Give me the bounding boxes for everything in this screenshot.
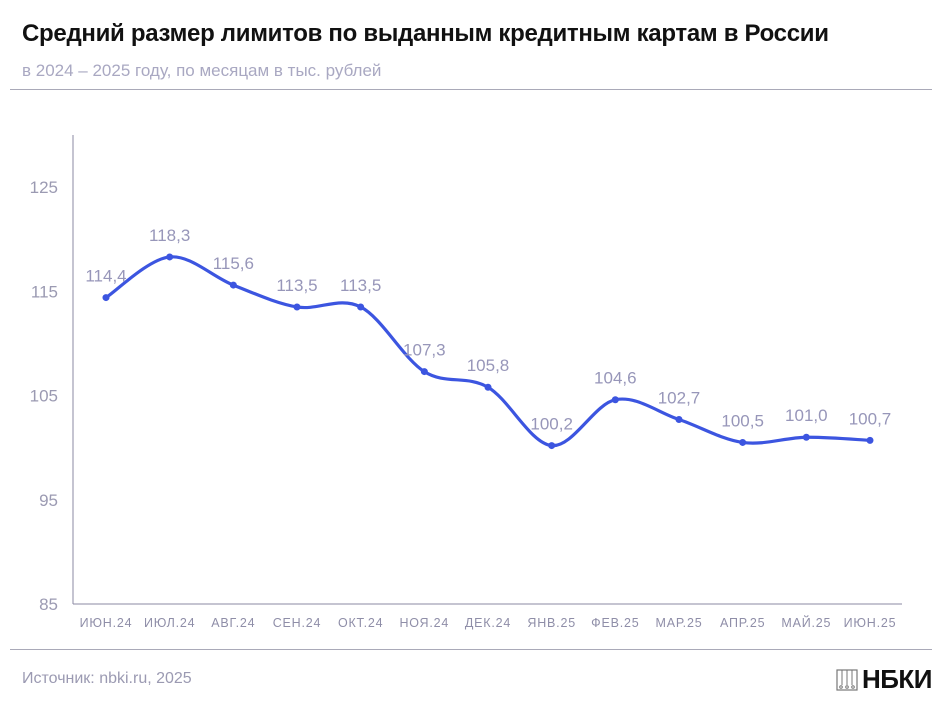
- data-label: 100,7: [849, 409, 892, 428]
- data-point: [229, 281, 237, 289]
- data-label: 107,3: [403, 341, 446, 360]
- data-point: [357, 303, 365, 311]
- y-tick-label: 125: [30, 178, 58, 197]
- data-label: 100,2: [530, 415, 573, 434]
- chart-title: Средний размер лимитов по выданным креди…: [22, 20, 829, 47]
- data-point: [166, 253, 174, 261]
- nbki-logo-text: НБКИ: [861, 664, 933, 694]
- x-tick-label: МАЙ.25: [781, 615, 831, 630]
- x-tick-label: СЕН.24: [273, 616, 322, 630]
- chart-subtitle: в 2024 – 2025 году, по месяцам в тыс. ру…: [22, 61, 382, 80]
- x-tick-label: МАР.25: [656, 616, 703, 630]
- x-tick-label: ЯНВ.25: [527, 616, 576, 630]
- data-label: 113,5: [276, 276, 317, 295]
- data-label: 105,8: [467, 356, 510, 375]
- data-label: 114,4: [85, 267, 126, 286]
- data-point: [484, 383, 492, 391]
- x-tick-label: ИЮН.24: [80, 616, 133, 630]
- x-tick-label: ФЕВ.25: [591, 616, 639, 630]
- y-tick-label: 85: [39, 595, 58, 614]
- data-point: [548, 442, 556, 450]
- x-tick-label: ОКТ.24: [338, 616, 383, 630]
- data-label: 102,7: [658, 389, 701, 408]
- x-tick-label: ИЮН.25: [844, 616, 897, 630]
- nbki-logo-icon: [836, 668, 858, 691]
- data-point: [739, 438, 747, 446]
- data-label: 115,6: [213, 254, 254, 273]
- data-label: 104,6: [594, 369, 637, 388]
- data-point: [102, 294, 110, 302]
- data-point: [611, 396, 619, 404]
- data-label: 113,5: [340, 276, 381, 295]
- x-tick-label: АПР.25: [720, 616, 765, 630]
- data-point: [802, 433, 810, 441]
- data-point: [420, 368, 428, 376]
- data-point: [293, 303, 301, 311]
- nbki-logo: НБКИ: [836, 664, 933, 695]
- data-label: 100,5: [721, 411, 764, 430]
- x-tick-label: НОЯ.24: [399, 616, 449, 630]
- data-point: [675, 416, 683, 424]
- source-text: Источник: nbki.ru, 2025: [22, 670, 192, 687]
- x-tick-label: ДЕК.24: [465, 616, 511, 630]
- data-label: 101,0: [785, 406, 828, 425]
- header-divider: [10, 89, 932, 90]
- footer-divider: [10, 649, 932, 650]
- data-label: 118,3: [149, 226, 190, 245]
- y-tick-label: 115: [31, 282, 58, 301]
- data-point: [866, 436, 874, 444]
- x-tick-label: АВГ.24: [211, 616, 255, 630]
- y-tick-label: 105: [30, 387, 58, 406]
- y-tick-label: 95: [39, 491, 58, 510]
- x-tick-label: ИЮЛ.24: [144, 616, 195, 630]
